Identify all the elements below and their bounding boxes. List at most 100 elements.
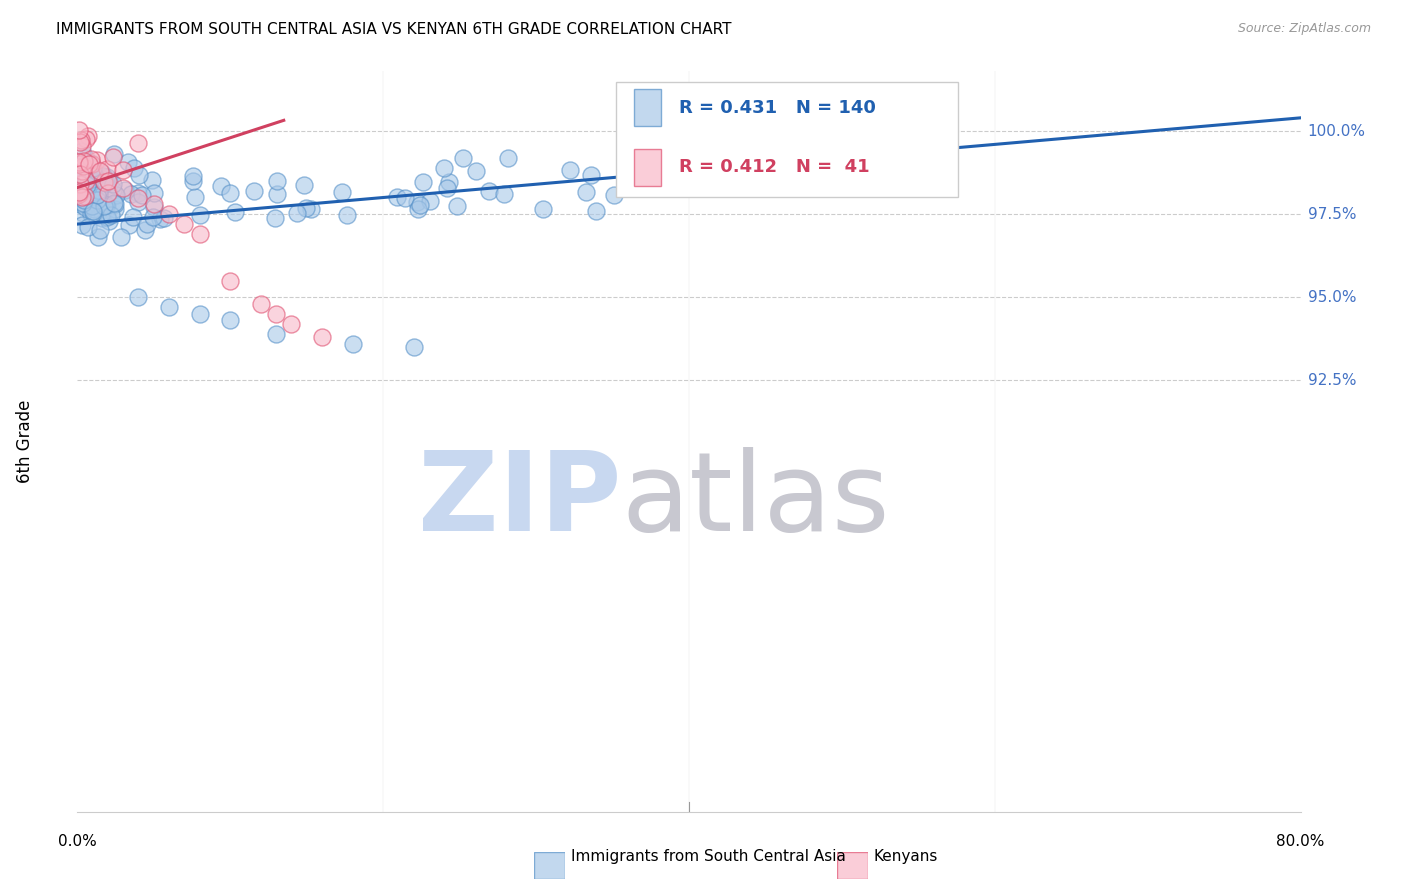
Text: 80.0%: 80.0% <box>1277 834 1324 849</box>
Point <box>75 173 97 187</box>
Point <box>209 178 232 193</box>
Point <box>69 197 91 211</box>
Point <box>405 195 427 210</box>
Point <box>112 180 135 194</box>
Text: 95.0%: 95.0% <box>1308 290 1355 305</box>
Point <box>82 161 104 176</box>
Point <box>103 151 125 165</box>
Point <box>67 167 90 181</box>
Text: 97.5%: 97.5% <box>1308 207 1355 221</box>
Point <box>585 203 607 218</box>
Text: R = 0.412   N =  41: R = 0.412 N = 41 <box>679 159 870 177</box>
Point <box>75 200 97 214</box>
Point <box>127 195 149 210</box>
Point <box>531 202 554 216</box>
Point <box>439 175 461 189</box>
Point <box>80 199 103 213</box>
Point <box>89 223 111 237</box>
Point <box>266 174 288 188</box>
Point <box>77 220 100 235</box>
Point <box>82 205 104 219</box>
Point <box>153 211 176 225</box>
Point <box>67 189 90 203</box>
Point <box>83 202 105 216</box>
Point <box>69 185 91 199</box>
Point <box>142 210 165 224</box>
Point <box>114 183 136 197</box>
Point <box>103 195 125 210</box>
Point <box>408 197 430 211</box>
Text: ZIP: ZIP <box>419 447 621 554</box>
Point <box>77 180 100 194</box>
Point <box>299 202 322 216</box>
Point <box>96 211 118 225</box>
Point <box>86 153 108 167</box>
Point <box>219 273 242 287</box>
Point <box>120 186 142 201</box>
Point <box>394 191 416 205</box>
Text: atlas: atlas <box>621 447 890 554</box>
Point <box>83 169 105 183</box>
Point <box>110 230 132 244</box>
Point <box>70 219 93 233</box>
Point <box>67 187 90 202</box>
Point <box>263 211 285 226</box>
Point <box>96 162 118 177</box>
Point <box>67 155 90 169</box>
Point <box>264 307 287 321</box>
Point <box>94 198 117 212</box>
Point <box>67 156 90 170</box>
Point <box>496 151 519 165</box>
Point <box>69 135 91 149</box>
Point <box>122 161 145 175</box>
Point <box>614 141 637 155</box>
Point <box>104 196 127 211</box>
Point <box>433 161 456 175</box>
Point <box>94 176 117 190</box>
Point <box>82 185 104 199</box>
Point <box>87 183 110 197</box>
Point <box>75 151 97 165</box>
Point <box>478 184 501 198</box>
Point <box>574 186 596 200</box>
Point <box>104 202 127 216</box>
Point <box>183 169 205 184</box>
Point <box>412 175 434 189</box>
Point <box>69 167 91 181</box>
Point <box>603 188 626 202</box>
Point <box>70 144 93 158</box>
Point <box>188 208 211 222</box>
Text: Kenyans: Kenyans <box>873 849 938 863</box>
Point <box>87 176 110 190</box>
Point <box>69 177 91 191</box>
Point <box>762 151 785 165</box>
Point <box>464 163 486 178</box>
Point <box>336 208 359 222</box>
Point <box>419 194 441 208</box>
Point <box>90 170 112 185</box>
Point <box>87 230 110 244</box>
Text: 100.0%: 100.0% <box>1308 124 1365 138</box>
Point <box>67 186 90 200</box>
Point <box>181 174 204 188</box>
Point <box>80 155 103 169</box>
Point <box>72 196 94 211</box>
Point <box>183 190 205 204</box>
Point <box>765 150 787 164</box>
Point <box>70 164 93 178</box>
Point <box>295 201 318 215</box>
Point <box>224 205 246 219</box>
Point <box>157 300 180 314</box>
Point <box>91 169 114 183</box>
Point <box>93 199 115 213</box>
Point <box>90 205 112 219</box>
Point <box>143 186 166 201</box>
Point <box>75 174 97 188</box>
Point <box>103 184 125 198</box>
Point <box>280 317 302 331</box>
Point <box>111 162 134 177</box>
Point <box>82 168 104 182</box>
Point <box>128 169 150 183</box>
Point <box>93 175 115 189</box>
Point <box>70 133 93 147</box>
